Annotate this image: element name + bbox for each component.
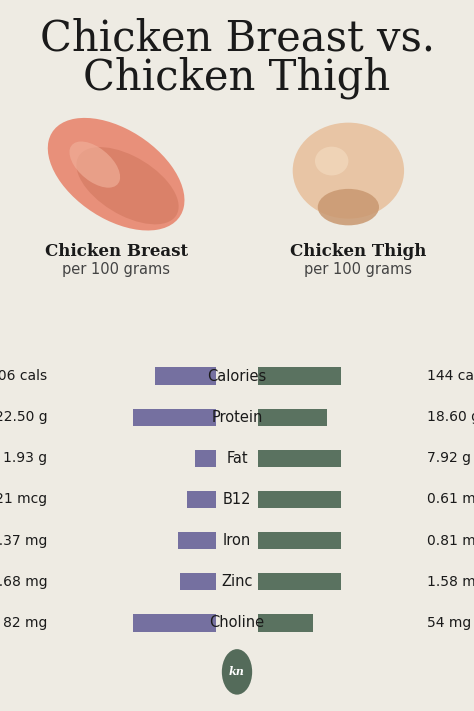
Text: Calories: Calories bbox=[207, 368, 266, 383]
Text: Chicken Breast: Chicken Breast bbox=[45, 243, 188, 260]
Text: Choline: Choline bbox=[210, 616, 264, 631]
Ellipse shape bbox=[48, 118, 184, 230]
FancyBboxPatch shape bbox=[133, 614, 216, 631]
Text: per 100 grams: per 100 grams bbox=[304, 262, 412, 277]
FancyBboxPatch shape bbox=[258, 449, 341, 467]
FancyBboxPatch shape bbox=[187, 491, 216, 508]
FancyBboxPatch shape bbox=[180, 573, 216, 590]
Text: B12: B12 bbox=[223, 492, 251, 507]
Text: Zinc: Zinc bbox=[221, 574, 253, 589]
Text: per 100 grams: per 100 grams bbox=[62, 262, 170, 277]
FancyBboxPatch shape bbox=[258, 614, 313, 631]
FancyBboxPatch shape bbox=[258, 409, 327, 426]
FancyBboxPatch shape bbox=[258, 573, 341, 590]
Text: Fat: Fat bbox=[226, 451, 248, 466]
Text: 0.21 mcg: 0.21 mcg bbox=[0, 493, 47, 506]
Text: 54 mg: 54 mg bbox=[427, 616, 471, 630]
FancyBboxPatch shape bbox=[258, 491, 341, 508]
Text: 1.58 mg: 1.58 mg bbox=[427, 574, 474, 589]
FancyBboxPatch shape bbox=[195, 449, 216, 467]
Text: 0.81 mg: 0.81 mg bbox=[427, 534, 474, 547]
Text: 18.60 g: 18.60 g bbox=[427, 410, 474, 424]
Text: Chicken Breast vs.: Chicken Breast vs. bbox=[39, 18, 435, 60]
FancyBboxPatch shape bbox=[133, 409, 216, 426]
Text: Protein: Protein bbox=[211, 410, 263, 424]
Text: Chicken Thigh: Chicken Thigh bbox=[83, 57, 391, 100]
Ellipse shape bbox=[70, 141, 120, 188]
Text: 0.61 mcg: 0.61 mcg bbox=[427, 493, 474, 506]
Text: 7.92 g: 7.92 g bbox=[427, 451, 471, 465]
Ellipse shape bbox=[315, 146, 348, 176]
Text: kn: kn bbox=[229, 666, 245, 678]
Circle shape bbox=[222, 649, 252, 695]
Text: 0.37 mg: 0.37 mg bbox=[0, 534, 47, 547]
Text: Iron: Iron bbox=[223, 533, 251, 548]
Text: 0.68 mg: 0.68 mg bbox=[0, 574, 47, 589]
FancyBboxPatch shape bbox=[258, 532, 341, 550]
FancyBboxPatch shape bbox=[178, 532, 216, 550]
FancyBboxPatch shape bbox=[155, 368, 216, 385]
Text: 82 mg: 82 mg bbox=[3, 616, 47, 630]
Text: Chicken Thigh: Chicken Thigh bbox=[290, 243, 426, 260]
Ellipse shape bbox=[292, 122, 404, 219]
Text: 22.50 g: 22.50 g bbox=[0, 410, 47, 424]
FancyBboxPatch shape bbox=[258, 368, 341, 385]
Ellipse shape bbox=[318, 189, 379, 225]
Text: 106 cals: 106 cals bbox=[0, 369, 47, 383]
Text: 144 cals: 144 cals bbox=[427, 369, 474, 383]
Ellipse shape bbox=[76, 147, 179, 225]
Text: 1.93 g: 1.93 g bbox=[3, 451, 47, 465]
